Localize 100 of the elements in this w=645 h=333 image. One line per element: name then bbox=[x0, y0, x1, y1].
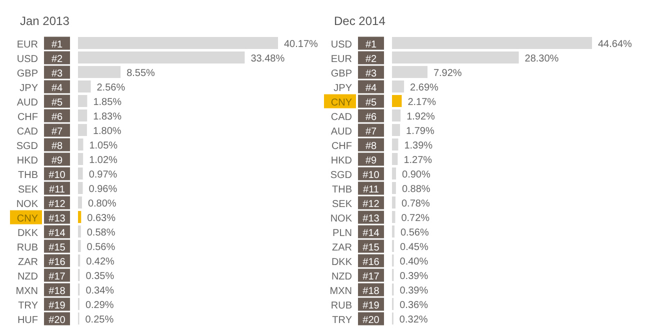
data-label: 0.39% bbox=[400, 286, 428, 296]
data-label: 0.56% bbox=[400, 228, 429, 238]
bar bbox=[392, 138, 398, 150]
y-tick-label: THB bbox=[332, 184, 352, 196]
y-tick-label: DKK bbox=[331, 256, 352, 268]
bar bbox=[78, 196, 82, 208]
y-tick-label: NZD bbox=[331, 271, 352, 282]
chart-title: Dec 2014 bbox=[333, 13, 386, 30]
text: #3 bbox=[365, 68, 377, 80]
data-label: 0.97% bbox=[88, 170, 118, 180]
y-tick-label: CNY bbox=[16, 213, 38, 224]
data-label: 0.34% bbox=[86, 286, 114, 296]
y-tick-label: RUB bbox=[330, 300, 352, 312]
text: #6 bbox=[365, 112, 377, 123]
y-tick-label: HKD bbox=[16, 155, 38, 166]
text: #12 bbox=[362, 198, 380, 210]
text: #6 bbox=[51, 112, 63, 123]
data-label: 0.35% bbox=[86, 271, 114, 282]
data-label: 0.39% bbox=[400, 271, 428, 282]
text: #13 bbox=[48, 213, 66, 224]
y-tick-label: GBP bbox=[330, 68, 352, 80]
data-label: 2.17% bbox=[408, 97, 436, 108]
text: #19 bbox=[48, 300, 66, 312]
text: #16 bbox=[48, 256, 66, 268]
bar bbox=[392, 52, 519, 64]
y-tick-label: SEK bbox=[332, 198, 352, 210]
bar bbox=[392, 226, 395, 238]
y-tick-label: CHF bbox=[331, 140, 352, 152]
data-label: 0.72% bbox=[401, 213, 430, 224]
bar bbox=[78, 37, 278, 49]
bar bbox=[392, 196, 396, 208]
text: #20 bbox=[48, 314, 66, 326]
y-tick-label: EUR bbox=[16, 39, 38, 50]
y-tick-label: USD bbox=[16, 54, 38, 65]
text: #7 bbox=[51, 126, 63, 138]
bar bbox=[392, 37, 592, 49]
bar bbox=[392, 124, 400, 136]
bar bbox=[392, 182, 396, 194]
data-label: 1.80% bbox=[92, 126, 122, 137]
y-tick-label: NOK bbox=[330, 213, 352, 224]
data-label: 0.56% bbox=[86, 242, 116, 253]
y-tick-label: USD bbox=[330, 39, 352, 50]
data-label: 1.27% bbox=[404, 155, 432, 166]
data-label: 0.88% bbox=[402, 184, 430, 195]
bar bbox=[392, 95, 402, 107]
data-label: 0.42% bbox=[86, 256, 115, 268]
bar bbox=[78, 80, 91, 92]
data-label: 1.02% bbox=[89, 155, 118, 166]
y-tick-label: AUD bbox=[16, 97, 38, 108]
text: #10 bbox=[48, 170, 66, 181]
y-tick-label: NZD bbox=[17, 271, 38, 282]
data-label: 0.80% bbox=[88, 198, 116, 210]
y-tick-label: MXN bbox=[16, 286, 38, 297]
y-tick-label: SEK bbox=[18, 184, 38, 196]
bar bbox=[78, 211, 82, 223]
bar bbox=[78, 153, 84, 165]
text: #19 bbox=[362, 300, 380, 312]
y-tick-label: ZAR bbox=[332, 242, 352, 254]
text: #14 bbox=[48, 228, 66, 239]
text: #9 bbox=[51, 155, 63, 166]
text: #18 bbox=[362, 286, 380, 297]
bar bbox=[392, 66, 428, 78]
data-label: 0.25% bbox=[85, 314, 114, 326]
text: #12 bbox=[48, 198, 66, 210]
y-tick-label: AUD bbox=[330, 126, 352, 138]
y-tick-label: ZAR bbox=[18, 256, 38, 268]
y-tick-label: DKK bbox=[17, 228, 38, 239]
data-label: 1.85% bbox=[93, 97, 122, 108]
data-label: 40.17% bbox=[284, 39, 318, 50]
data-label: 0.63% bbox=[87, 213, 116, 224]
y-tick-label: TRY bbox=[18, 300, 38, 312]
text: #15 bbox=[48, 242, 66, 254]
y-tick-label: CAD bbox=[16, 126, 38, 138]
text: #5 bbox=[51, 97, 63, 108]
y-tick-label: GBP bbox=[16, 68, 38, 80]
data-label: 0.45% bbox=[400, 242, 428, 253]
y-tick-label: HKD bbox=[330, 155, 352, 166]
y-tick-label: SGD bbox=[330, 170, 352, 181]
text: #1 bbox=[51, 39, 63, 50]
data-label: 28.30% bbox=[524, 54, 559, 64]
data-label: 1.39% bbox=[404, 140, 433, 152]
y-tick-label: EUR bbox=[330, 54, 352, 65]
text: #18 bbox=[48, 286, 66, 297]
text: #11 bbox=[363, 184, 380, 196]
data-label: 0.90% bbox=[402, 170, 430, 180]
y-tick-label: JPY bbox=[334, 82, 352, 94]
chart-title: Jan 2013 bbox=[19, 13, 70, 30]
y-tick-label: THB bbox=[18, 170, 38, 181]
y-tick-label: NOK bbox=[16, 198, 38, 210]
data-label: 0.29% bbox=[85, 300, 114, 311]
text: #20 bbox=[362, 314, 380, 326]
bar bbox=[78, 182, 83, 194]
data-label: 8.55% bbox=[126, 68, 156, 79]
data-label: 33.48% bbox=[250, 54, 285, 64]
text: #11 bbox=[49, 184, 66, 196]
text: #5 bbox=[365, 97, 377, 108]
data-label: 1.79% bbox=[406, 126, 434, 137]
data-label: 2.69% bbox=[410, 82, 439, 94]
bar bbox=[78, 226, 81, 238]
bar bbox=[78, 240, 81, 252]
